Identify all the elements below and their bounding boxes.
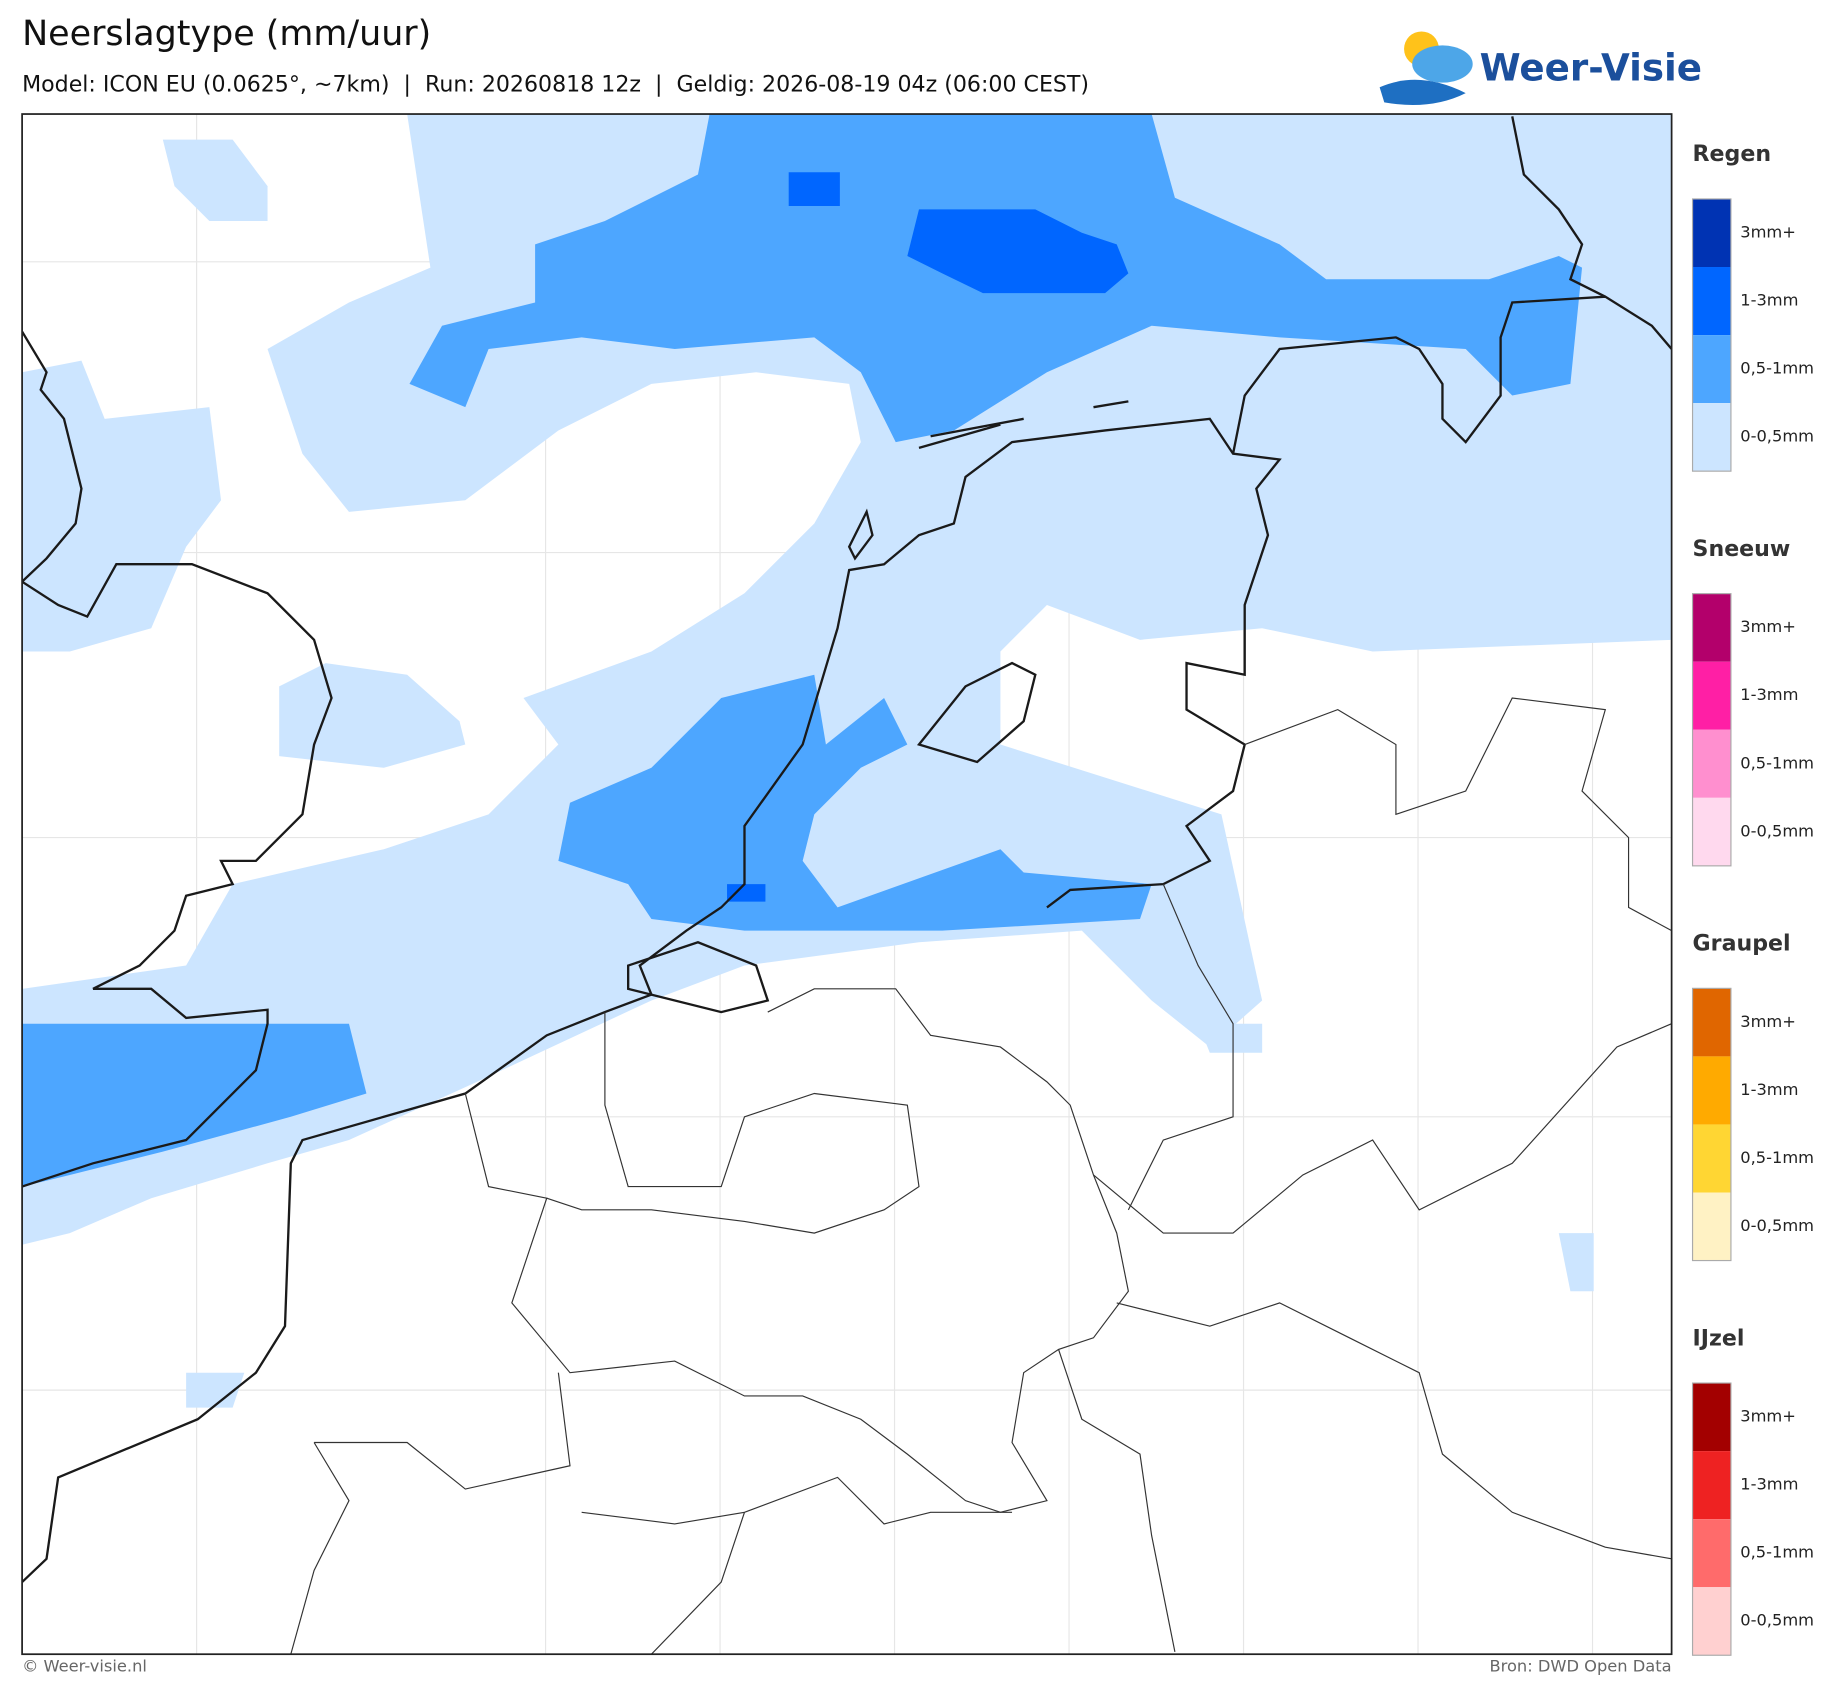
legend-swatch (1692, 267, 1731, 336)
legend-frame (1691, 198, 1732, 472)
legend-swatch (1692, 198, 1731, 268)
legend-label: 1-3mm (1740, 291, 1798, 310)
legend-frame (1691, 987, 1732, 1262)
legend-label: 3mm+ (1740, 222, 1796, 241)
precipitation (22, 114, 1672, 1408)
legend-label: 1-3mm (1740, 1080, 1798, 1099)
legend-frame (1691, 1382, 1732, 1656)
legend-label: 0-0,5mm (1740, 1216, 1814, 1235)
legend-swatch (1692, 1587, 1731, 1656)
legend-swatch (1692, 1451, 1731, 1520)
legend-swatch (1692, 1056, 1731, 1125)
legend-frame (1691, 593, 1732, 867)
legend-title: IJzel (1693, 1325, 1745, 1351)
legend-title: Sneeuw (1693, 536, 1791, 562)
title: Neerslagtype (mm/uur) (22, 14, 431, 54)
legend-label: 0-0,5mm (1740, 1611, 1814, 1630)
legend-swatch (1692, 1124, 1731, 1193)
logo-text: Weer-Visie (1480, 45, 1702, 89)
map-frame (21, 113, 1673, 1656)
legend-swatch (1692, 593, 1731, 662)
logo: Weer-Visie (1379, 31, 1702, 105)
legend-title: Regen (1693, 141, 1772, 167)
legend-label: 0-0,5mm (1740, 427, 1814, 446)
legend: Regen 3mm+ 1-3mm 0,5-1mm 0-0,5mm Sneeuw 3mm+ 1-… (1691, 141, 1814, 1656)
legend-swatch (1692, 403, 1731, 472)
subtitle: Model: ICON EU (0.0625°, ~7km) | Run: 20… (22, 71, 1089, 97)
legend-label: 3mm+ (1740, 1012, 1796, 1031)
legend-swatch (1692, 1192, 1731, 1261)
legend-swatch (1692, 1383, 1731, 1452)
legend-swatch (1692, 988, 1731, 1057)
legend-title: Graupel (1693, 931, 1791, 957)
legend-label: 0,5-1mm (1740, 1543, 1814, 1562)
legend-label: 3mm+ (1740, 617, 1796, 636)
legend-label: 1-3mm (1740, 1475, 1798, 1494)
legend-swatch (1692, 661, 1731, 730)
legend-label: 0,5-1mm (1740, 359, 1814, 378)
legend-label: 0-0,5mm (1740, 821, 1814, 840)
map (22, 114, 1672, 1655)
footer-right: Bron: DWD Open Data (1489, 1657, 1671, 1676)
legend-swatch (1692, 797, 1731, 866)
legend-label: 1-3mm (1740, 685, 1798, 704)
legend-label: 0,5-1mm (1740, 753, 1814, 772)
borders (290, 697, 1672, 1655)
legend-swatch (1692, 729, 1731, 798)
coastlines (22, 116, 1672, 1583)
legend-swatch (1692, 335, 1731, 404)
legend-swatch (1692, 1519, 1731, 1588)
footer-left: © Weer-visie.nl (22, 1657, 147, 1676)
legend-label: 3mm+ (1740, 1407, 1796, 1426)
legend-label: 0,5-1mm (1740, 1148, 1814, 1167)
